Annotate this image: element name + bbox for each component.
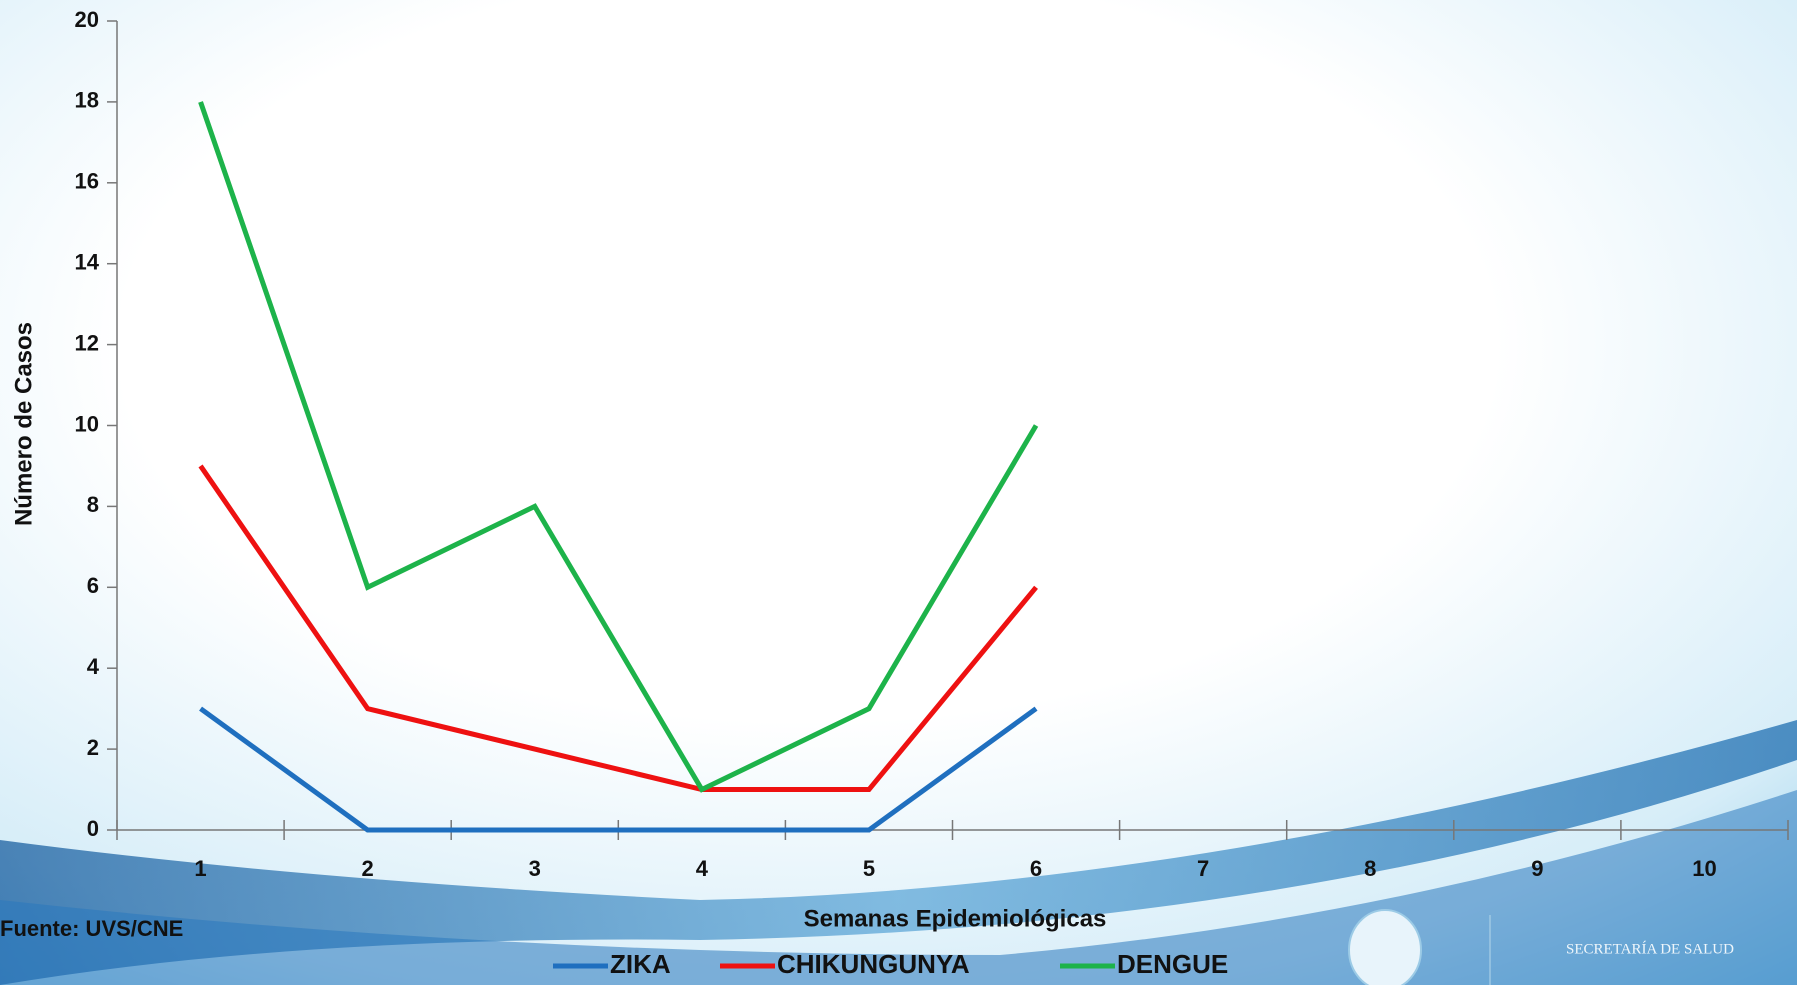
- y-tick-label: 6: [87, 573, 99, 598]
- y-tick-label: 12: [75, 330, 99, 355]
- y-tick-label: 18: [75, 88, 99, 113]
- y-tick-label: 2: [87, 735, 99, 760]
- y-tick-label: 4: [87, 654, 100, 679]
- swoosh: [0, 720, 1797, 985]
- y-tick-label: 10: [75, 411, 99, 436]
- x-tick-label: 3: [529, 856, 541, 881]
- y-tick-label: 8: [87, 492, 99, 517]
- y-tick-label: 14: [75, 250, 100, 275]
- logo-emblem: [1348, 909, 1422, 985]
- x-tick-label: 1: [194, 856, 206, 881]
- x-tick-label: 10: [1692, 856, 1716, 881]
- y-tick-label: 20: [75, 7, 99, 32]
- y-axis-title: Número de Casos: [10, 322, 37, 526]
- x-tick-label: 6: [1030, 856, 1042, 881]
- source: Fuente: UVS/CNE: [0, 916, 183, 941]
- swoosh-lower: [0, 790, 1797, 985]
- series-line: [198, 464, 1038, 793]
- legend-label: ZIKA: [610, 949, 671, 979]
- x-axis-title: Semanas Epidemiológicas: [804, 905, 1107, 932]
- logo-text: SECRETARÍA DE SALUD: [1566, 940, 1734, 957]
- x-tick-label: 5: [863, 856, 875, 881]
- x-tick-label: 7: [1197, 856, 1209, 881]
- logo: SECRETARÍA DE SALUD: [1348, 909, 1734, 985]
- legend-label: DENGUE: [1117, 949, 1228, 979]
- x-tick-label: 9: [1531, 856, 1543, 881]
- x-tick-label: 8: [1364, 856, 1376, 881]
- x-tick-label: 2: [362, 856, 374, 881]
- series-line: [198, 101, 1039, 793]
- y-tick-label: 16: [75, 169, 99, 194]
- series-line: [199, 706, 1038, 833]
- x-tick-label: 4: [696, 856, 709, 881]
- legend-label: CHIKUNGUNYA: [777, 949, 970, 979]
- y-tick-label: 0: [87, 816, 99, 841]
